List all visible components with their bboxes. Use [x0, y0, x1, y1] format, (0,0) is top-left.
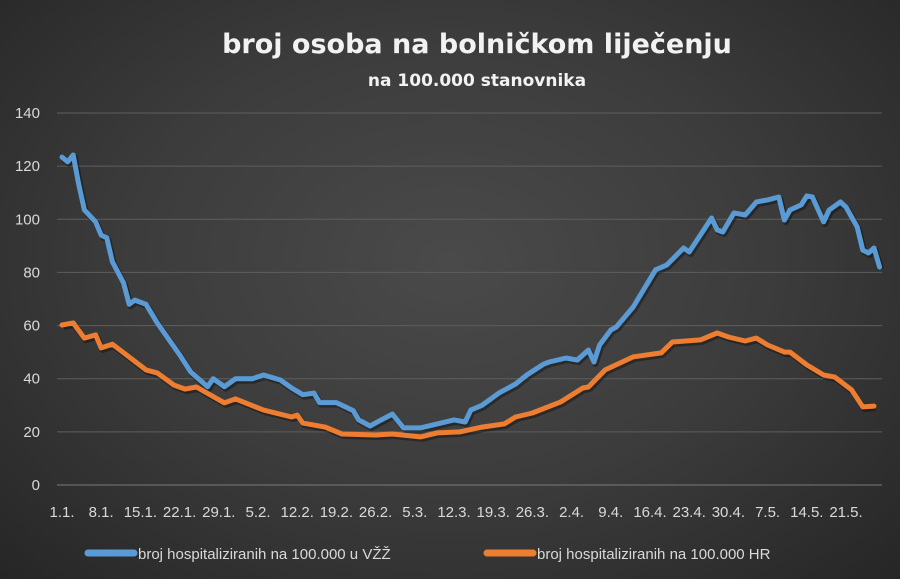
series-line-vzz — [59, 152, 883, 431]
x-tick-label: 22.1. — [163, 504, 196, 521]
x-tick-label: 9.4. — [598, 504, 623, 521]
x-tick-label: 19.2. — [320, 504, 353, 521]
x-axis-ticks: 1.1. 8.1. 15.1. 22.1. 29.1. 5.2. 12.2. 19.2. 26.… — [49, 504, 862, 521]
series-lines — [59, 152, 884, 442]
y-tick-label: 60 — [23, 318, 40, 335]
x-tick-label: 2.4. — [559, 504, 584, 521]
x-tick-label: 5.3. — [402, 504, 427, 521]
x-tick-label: 16.4. — [633, 504, 666, 521]
y-axis-ticks: 0 20 40 60 80 100 120 140 — [15, 105, 40, 494]
x-tick-label: 14.5. — [790, 504, 823, 521]
gridlines — [57, 112, 882, 486]
y-tick-label: 0 — [32, 477, 40, 494]
x-tick-label: 30.4. — [712, 504, 745, 521]
x-tick-label: 19.3. — [477, 504, 510, 521]
legend: broj hospitaliziranih na 100.000 u VŽŽ br… — [84, 546, 771, 563]
x-tick-label: 5.2. — [245, 504, 270, 521]
y-tick-label: 80 — [23, 264, 40, 281]
y-tick-label: 100 — [15, 211, 40, 228]
x-tick-label: 1.1. — [49, 504, 74, 521]
x-tick-label: 8.1. — [89, 504, 114, 521]
x-tick-label: 12.2. — [281, 504, 314, 521]
x-tick-label: 26.2. — [359, 504, 392, 521]
x-tick-label: 29.1. — [202, 504, 235, 521]
legend-label: broj hospitaliziranih na 100.000 u VŽŽ — [138, 546, 391, 563]
legend-label: broj hospitaliziranih na 100.000 HR — [537, 546, 771, 563]
y-tick-label: 40 — [23, 371, 40, 388]
chart-subtitle: na 100.000 stanovnika — [368, 71, 586, 91]
x-tick-label: 21.5. — [829, 504, 862, 521]
y-tick-label: 120 — [15, 158, 40, 175]
x-tick-label: 15.1. — [124, 504, 157, 521]
x-tick-label: 7.5. — [755, 504, 780, 521]
y-tick-label: 140 — [15, 105, 40, 122]
chart-title: broj osoba na bolničkom liječenju — [222, 29, 732, 60]
x-tick-label: 26.3. — [516, 504, 549, 521]
x-tick-label: 12.3. — [437, 504, 470, 521]
y-tick-label: 20 — [23, 424, 40, 441]
x-tick-label: 23.4. — [673, 504, 706, 521]
